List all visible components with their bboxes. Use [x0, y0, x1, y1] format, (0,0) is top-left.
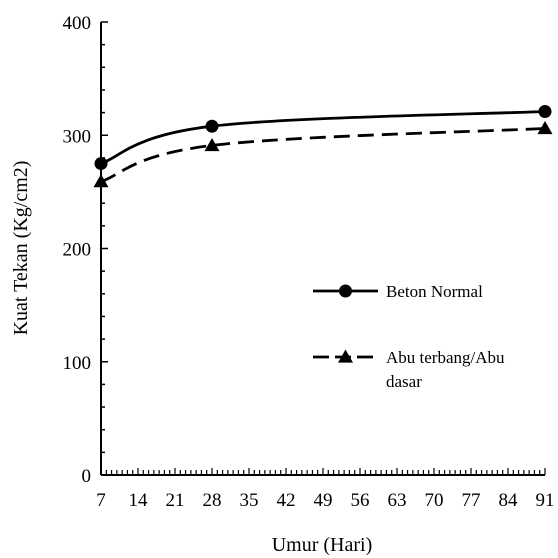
circle-point: [94, 157, 108, 171]
x-tick-label: 91: [536, 490, 555, 511]
series-line: [100, 127, 546, 184]
x-tick-label: 70: [425, 490, 444, 511]
y-tick-label: 200: [63, 240, 92, 261]
legend-label-line: Abu terbang/Abu: [386, 348, 505, 367]
y-tick-label: 300: [63, 126, 92, 147]
legend-triangle-marker: [338, 349, 353, 363]
triangle-point: [537, 120, 553, 135]
legend-label: Abu terbang/Abu dasar: [386, 348, 505, 391]
y-tick-label: 100: [63, 353, 92, 374]
x-tick-label: 77: [462, 490, 481, 511]
triangle-point: [204, 137, 220, 152]
axes: 0 100 200 300 400 7 14 21 28 35 42 49 56 63 70 77 84 91: [63, 13, 555, 511]
legend: Beton Normal Abu terbang/Abu dasar: [313, 282, 505, 391]
legend-entry: Beton Normal: [313, 282, 483, 301]
x-tick-label: 56: [351, 490, 370, 511]
x-tick-label: 63: [388, 490, 407, 511]
y-axis-title: Kuat Tekan (Kg/cm2): [10, 161, 32, 336]
series-line: [100, 110, 546, 165]
x-tick-label: 84: [499, 490, 519, 511]
x-tick-label: 28: [203, 490, 222, 511]
triangle-point: [93, 174, 109, 188]
legend-label: Beton Normal: [386, 282, 483, 301]
legend-label-line: dasar: [386, 372, 422, 391]
y-tick-label: 0: [82, 466, 92, 487]
x-tick-label: 14: [129, 490, 149, 511]
x-tick-label: 42: [277, 490, 296, 511]
legend-circle-marker: [339, 284, 352, 298]
x-axis-title: Umur (Hari): [272, 534, 373, 556]
x-tick-label: 49: [314, 490, 333, 511]
x-tick-label: 7: [96, 490, 106, 511]
circle-point: [205, 119, 219, 133]
circle-point: [538, 104, 552, 118]
series-layer: [93, 104, 553, 188]
x-tick-label: 21: [166, 490, 185, 511]
series-abu-terbang: [93, 120, 553, 188]
series-beton-normal: [94, 104, 552, 171]
legend-entry: Abu terbang/Abu dasar: [313, 348, 505, 391]
y-tick-label: 400: [63, 13, 92, 34]
x-tick-label: 35: [240, 490, 259, 511]
